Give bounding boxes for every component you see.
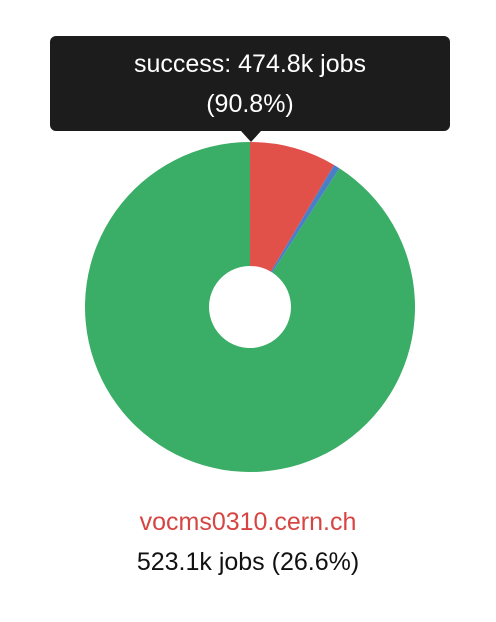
slice-failure[interactable] (250, 142, 335, 272)
tooltip-arrow (241, 131, 261, 142)
slice-other[interactable] (270, 165, 340, 273)
tooltip-line-1: success: 474.8k jobs (133, 50, 367, 78)
host-jobs-count: 523.1k jobs (26.6%) (136, 548, 360, 576)
chart-tooltip: success: 474.8k jobs (90.8%) (50, 36, 450, 131)
host-name[interactable]: vocms0310.cern.ch (139, 508, 357, 536)
tooltip-line-2: (90.8%) (206, 90, 294, 118)
slice-success[interactable] (84, 141, 415, 472)
